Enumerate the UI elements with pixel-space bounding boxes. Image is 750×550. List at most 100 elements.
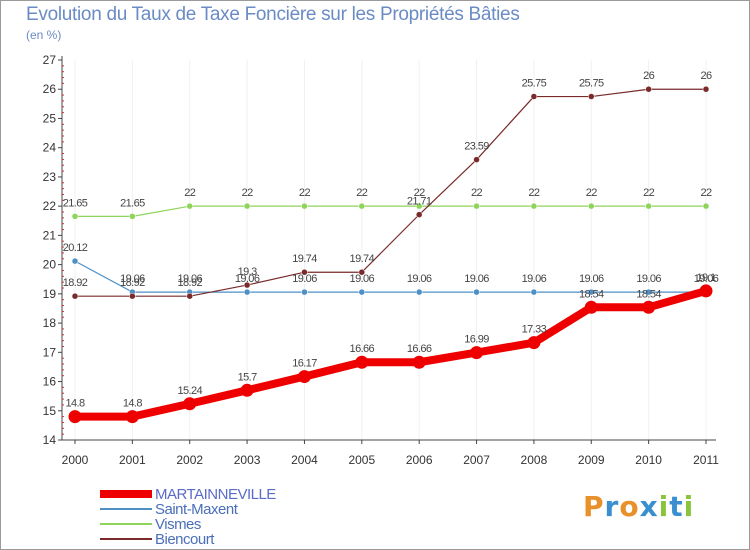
x-tick-label: 2002 [176, 453, 203, 467]
data-point [470, 346, 484, 360]
data-point [473, 202, 480, 210]
series-line-biencourt [75, 88, 706, 297]
x-tick-label: 2003 [234, 453, 261, 467]
y-tick-label: 26 [43, 82, 57, 96]
data-point [530, 288, 538, 296]
data-label: 19.06 [694, 273, 719, 285]
data-point [527, 336, 541, 350]
data-point [301, 268, 308, 276]
data-label: 22 [299, 187, 311, 199]
data-label: 19.06 [235, 273, 260, 285]
y-tick-label: 22 [43, 199, 57, 213]
data-point [645, 202, 652, 210]
logo-letter-t: t [669, 490, 684, 523]
data-label: 26 [643, 70, 655, 82]
data-label: 21.71 [407, 196, 432, 208]
data-label: 19.06 [636, 273, 661, 285]
data-point [71, 292, 79, 300]
data-label: 25.75 [579, 78, 604, 90]
data-point [699, 284, 713, 298]
logo-letter-r: r [604, 490, 620, 523]
data-label: 19.06 [464, 273, 489, 285]
data-point [645, 288, 652, 296]
data-label: 22 [242, 187, 254, 199]
proxiti-logo: Proxiti [583, 490, 694, 523]
data-label: 15.7 [238, 371, 257, 383]
data-label: 17.33 [522, 324, 547, 336]
y-tick-label: 20 [43, 258, 57, 272]
data-point [530, 93, 538, 100]
data-label: 21.65 [63, 197, 88, 209]
data-label: 14.8 [65, 398, 84, 410]
data-point [243, 288, 251, 296]
data-point [129, 213, 136, 220]
data-label: 19.06 [350, 273, 375, 285]
data-label: 18.92 [120, 277, 145, 289]
data-point [530, 202, 538, 210]
data-point [588, 202, 595, 210]
data-label: 16.66 [350, 343, 375, 355]
data-point [584, 300, 598, 314]
data-label: 26 [700, 70, 712, 82]
data-point [355, 355, 369, 369]
data-point [702, 85, 710, 93]
legend-label-martainneville: MARTAINNEVILLE [155, 486, 276, 503]
data-label: 19.06 [579, 273, 604, 285]
data-label: 18.54 [579, 288, 604, 300]
data-label: 22 [356, 187, 368, 199]
logo-letter-o: o [619, 490, 640, 523]
data-point [301, 288, 308, 296]
y-tick-label: 21 [43, 228, 57, 242]
data-label: 19.06 [292, 273, 317, 285]
data-point [415, 288, 423, 296]
data-point [645, 85, 652, 93]
y-tick-label: 27 [43, 53, 57, 67]
x-tick-label: 2009 [578, 453, 605, 467]
data-point [358, 202, 366, 210]
data-point [301, 202, 308, 210]
x-tick-label: 2004 [291, 453, 318, 467]
data-point [240, 383, 254, 397]
chart-title: Evolution du Taux de Taxe Foncière sur l… [26, 4, 520, 25]
x-tick-label: 2010 [635, 453, 662, 467]
data-point [243, 281, 251, 289]
y-tick-label: 25 [43, 111, 57, 125]
data-point [68, 410, 82, 424]
data-label: 19.1 [696, 272, 715, 284]
x-tick-label: 2011 [693, 453, 719, 467]
data-point [588, 93, 595, 100]
data-label: 16.66 [407, 343, 432, 355]
data-label: 15.24 [177, 385, 202, 397]
y-tick-label: 19 [43, 287, 57, 301]
x-tick-label: 2001 [119, 453, 146, 467]
data-label: 19.06 [522, 273, 547, 285]
data-label: 23.59 [464, 141, 489, 153]
data-label: 18.92 [177, 277, 202, 289]
data-label: 22 [184, 187, 196, 199]
data-point [702, 202, 710, 210]
chart-subtitle: (en %) [26, 28, 62, 42]
data-point [642, 300, 656, 314]
data-point [473, 288, 480, 296]
data-label: 20.12 [63, 242, 88, 254]
data-point [412, 355, 426, 369]
legend-label-biencourt: Biencourt [155, 531, 215, 548]
data-point [183, 397, 197, 411]
data-point [71, 257, 79, 265]
logo-letter-p: P [583, 490, 605, 523]
data-label: 19.06 [177, 273, 202, 285]
data-label: 14.8 [123, 398, 142, 410]
y-tick-label: 23 [43, 170, 57, 184]
data-label: 25.75 [522, 78, 547, 90]
series-line-saint-maxent [74, 260, 706, 293]
data-point [297, 370, 311, 384]
data-point [415, 202, 423, 210]
data-label: 22 [643, 187, 655, 199]
data-label: 22 [471, 187, 483, 199]
data-point [473, 156, 480, 163]
data-label: 22 [586, 187, 598, 199]
series-line-martainneville [75, 287, 708, 421]
x-tick-label: 2000 [62, 453, 89, 467]
y-tick-label: 18 [43, 316, 57, 330]
y-tick-label: 16 [43, 375, 57, 389]
